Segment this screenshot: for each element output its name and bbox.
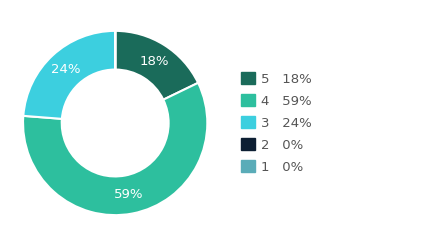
Text: 59%: 59% bbox=[114, 188, 144, 201]
Text: 24%: 24% bbox=[51, 63, 81, 76]
Text: 18%: 18% bbox=[139, 55, 169, 68]
Wedge shape bbox=[23, 31, 115, 119]
Wedge shape bbox=[23, 83, 207, 215]
Legend: 5   18%, 4   59%, 3   24%, 2   0%, 1   0%: 5 18%, 4 59%, 3 24%, 2 0%, 1 0% bbox=[241, 72, 312, 174]
Wedge shape bbox=[115, 31, 198, 100]
